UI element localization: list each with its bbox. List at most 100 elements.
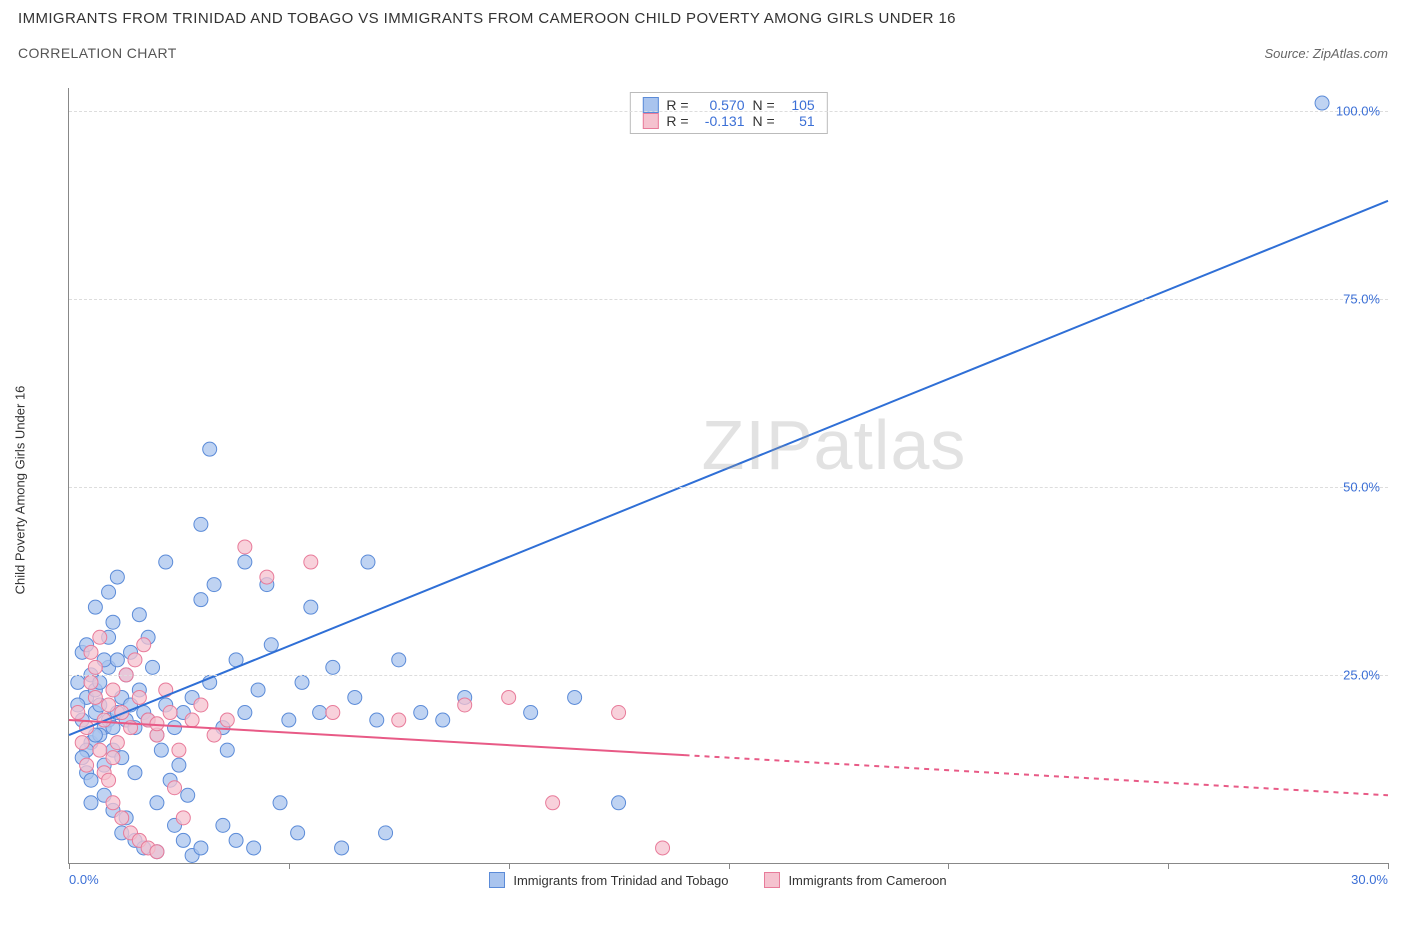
scatter-point xyxy=(88,660,102,674)
scatter-point xyxy=(106,796,120,810)
scatter-point xyxy=(502,690,516,704)
ytick-label: 75.0% xyxy=(1343,291,1380,306)
scatter-point xyxy=(392,653,406,667)
scatter-point xyxy=(71,675,85,689)
scatter-point xyxy=(247,841,261,855)
scatter-point xyxy=(110,653,124,667)
scatter-point xyxy=(168,781,182,795)
scatter-point xyxy=(458,698,472,712)
xtick xyxy=(289,863,290,869)
chart-area: Child Poverty Among Girls Under 16 R = 0… xyxy=(48,88,1388,892)
plot-region: R = 0.570 N = 105 R = -0.131 N = 51 ZIPa… xyxy=(68,88,1388,864)
scatter-point xyxy=(176,833,190,847)
scatter-point xyxy=(181,788,195,802)
legend-label-series2: Immigrants from Cameroon xyxy=(788,873,946,888)
scatter-point xyxy=(203,442,217,456)
scatter-point xyxy=(220,713,234,727)
scatter-point xyxy=(194,698,208,712)
legend-item-series1: Immigrants from Trinidad and Tobago xyxy=(489,872,728,888)
stat-r-label-2: R = xyxy=(666,113,688,129)
scatter-point xyxy=(568,690,582,704)
xtick xyxy=(509,863,510,869)
scatter-point xyxy=(106,683,120,697)
xtick xyxy=(69,863,70,869)
scatter-point xyxy=(546,796,560,810)
scatter-point xyxy=(282,713,296,727)
scatter-point xyxy=(370,713,384,727)
scatter-point xyxy=(238,555,252,569)
stats-row-series2: R = -0.131 N = 51 xyxy=(642,113,814,129)
scatter-point xyxy=(93,743,107,757)
scatter-point xyxy=(115,811,129,825)
scatter-point xyxy=(207,578,221,592)
gridline xyxy=(69,675,1388,676)
scatter-point xyxy=(304,600,318,614)
scatter-point xyxy=(335,841,349,855)
scatter-point xyxy=(150,845,164,859)
legend-swatch-series2 xyxy=(764,872,780,888)
stats-legend-box: R = 0.570 N = 105 R = -0.131 N = 51 xyxy=(629,92,827,134)
scatter-point xyxy=(414,706,428,720)
scatter-point xyxy=(251,683,265,697)
scatter-point xyxy=(348,690,362,704)
scatter-point xyxy=(304,555,318,569)
bottom-legend: Immigrants from Trinidad and Tobago Immi… xyxy=(48,872,1388,888)
scatter-point xyxy=(326,660,340,674)
scatter-point xyxy=(150,796,164,810)
scatter-point xyxy=(238,706,252,720)
legend-item-series2: Immigrants from Cameroon xyxy=(764,872,946,888)
scatter-point xyxy=(612,796,626,810)
scatter-point xyxy=(229,833,243,847)
scatter-point xyxy=(137,638,151,652)
scatter-point xyxy=(260,570,274,584)
trend-line-extrapolated xyxy=(685,755,1388,795)
scatter-point xyxy=(168,721,182,735)
trend-line xyxy=(69,201,1388,735)
ytick-label: 100.0% xyxy=(1336,103,1380,118)
scatter-point xyxy=(313,706,327,720)
scatter-point xyxy=(194,517,208,531)
scatter-point xyxy=(102,585,116,599)
scatter-point xyxy=(75,736,89,750)
scatter-point xyxy=(106,615,120,629)
chart-subtitle: CORRELATION CHART xyxy=(18,45,177,61)
gridline xyxy=(69,487,1388,488)
scatter-point xyxy=(154,743,168,757)
scatter-point xyxy=(176,811,190,825)
scatter-point xyxy=(194,841,208,855)
scatter-point xyxy=(194,593,208,607)
scatter-point xyxy=(159,555,173,569)
scatter-point xyxy=(128,653,142,667)
scatter-point xyxy=(84,796,98,810)
gridline xyxy=(69,299,1388,300)
scatter-point xyxy=(172,758,186,772)
stat-r-value-series2: -0.131 xyxy=(697,113,745,129)
scatter-point xyxy=(392,713,406,727)
xtick xyxy=(948,863,949,869)
scatter-point xyxy=(216,818,230,832)
scatter-point xyxy=(106,751,120,765)
scatter-point xyxy=(88,690,102,704)
stat-n-label-2: N = xyxy=(753,113,775,129)
scatter-point xyxy=(185,713,199,727)
scatter-point xyxy=(361,555,375,569)
chart-title: IMMIGRANTS FROM TRINIDAD AND TOBAGO VS I… xyxy=(18,10,1388,27)
scatter-point xyxy=(84,675,98,689)
y-axis-label: Child Poverty Among Girls Under 16 xyxy=(13,386,28,595)
source-attribution: Source: ZipAtlas.com xyxy=(1264,46,1388,61)
scatter-point xyxy=(110,736,124,750)
scatter-point xyxy=(379,826,393,840)
scatter-svg xyxy=(69,88,1388,863)
scatter-point xyxy=(132,608,146,622)
scatter-point xyxy=(436,713,450,727)
scatter-point xyxy=(132,690,146,704)
scatter-point xyxy=(84,645,98,659)
legend-label-series1: Immigrants from Trinidad and Tobago xyxy=(513,873,728,888)
scatter-point xyxy=(207,728,221,742)
scatter-point xyxy=(238,540,252,554)
scatter-point xyxy=(80,758,94,772)
scatter-point xyxy=(220,743,234,757)
xtick xyxy=(1388,863,1389,869)
scatter-point xyxy=(71,706,85,720)
scatter-point xyxy=(326,706,340,720)
